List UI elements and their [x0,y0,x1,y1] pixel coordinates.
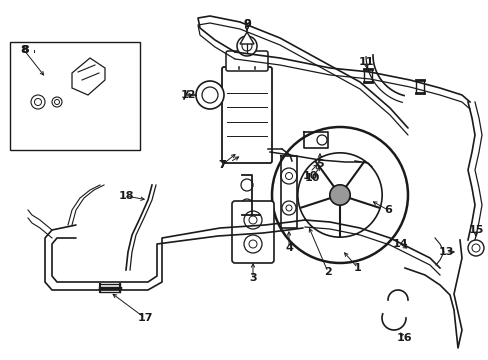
Circle shape [282,201,295,215]
Circle shape [35,99,41,105]
Circle shape [316,135,326,145]
Circle shape [31,95,45,109]
Circle shape [244,235,262,253]
Circle shape [271,127,407,263]
Text: 13: 13 [437,247,453,257]
Circle shape [196,81,224,109]
Text: 3: 3 [249,273,256,283]
Circle shape [244,211,262,229]
Circle shape [241,199,252,211]
Circle shape [242,41,251,51]
Text: 8: 8 [21,45,29,55]
Text: 2: 2 [324,267,331,277]
FancyBboxPatch shape [225,51,267,71]
Circle shape [202,87,218,103]
Circle shape [241,179,252,191]
FancyBboxPatch shape [231,201,273,263]
Text: 9: 9 [243,19,250,29]
Polygon shape [240,32,253,44]
Text: 14: 14 [391,239,407,249]
Bar [10,42,140,150]
Text: 16: 16 [395,333,411,343]
Circle shape [297,153,382,237]
FancyBboxPatch shape [222,67,271,163]
Text: 4: 4 [285,243,292,253]
Text: 15: 15 [468,225,483,235]
Circle shape [248,240,257,248]
Text: 8: 8 [20,45,28,55]
Text: 17: 17 [137,313,152,323]
Text: 18: 18 [118,191,134,201]
Circle shape [237,36,257,56]
Text: 12: 12 [180,90,195,100]
Text: 5: 5 [316,159,323,169]
Circle shape [285,205,291,211]
Text: 11: 11 [358,57,373,67]
Circle shape [248,216,257,224]
Circle shape [281,168,296,184]
Circle shape [285,172,292,180]
Text: 7: 7 [218,160,225,170]
Circle shape [54,99,60,104]
Circle shape [329,185,349,205]
Text: 10: 10 [304,173,319,183]
Circle shape [467,240,483,256]
Text: 7: 7 [218,160,225,170]
Text: 6: 6 [383,205,391,215]
Text: 9: 9 [243,19,250,29]
Circle shape [52,97,62,107]
Circle shape [471,244,479,252]
Text: 1: 1 [353,263,361,273]
Text: 10: 10 [302,171,317,181]
